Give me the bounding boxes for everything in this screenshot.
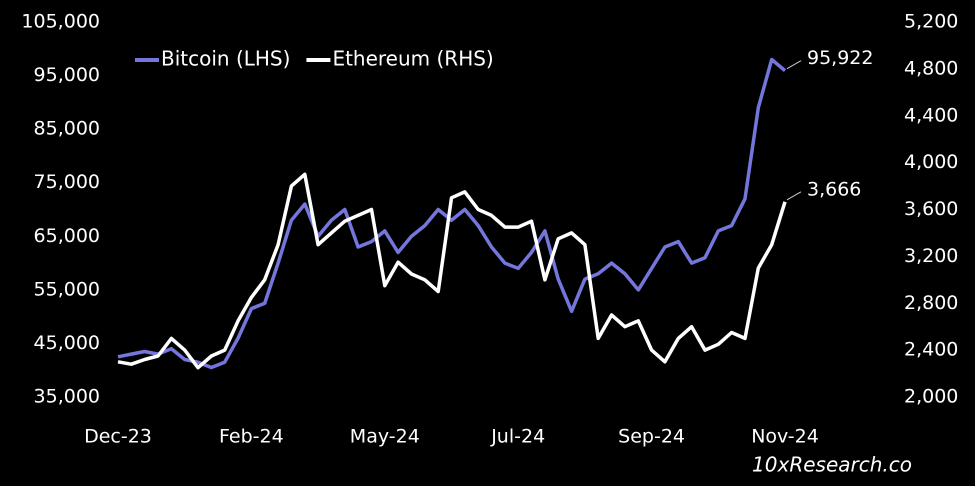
y-tick-label: 75,000 xyxy=(34,171,100,193)
y-tick-label: 95,000 xyxy=(34,64,100,86)
y2-tick-label: 5,200 xyxy=(904,11,958,33)
y-tick-label: 85,000 xyxy=(34,118,100,140)
x-tick-label: Sep-24 xyxy=(618,426,685,448)
legend-label: Bitcoin (LHS) xyxy=(161,47,290,71)
y2-tick-label: 3,600 xyxy=(904,198,958,220)
y-tick-label: 65,000 xyxy=(34,225,100,247)
y-tick-label: 55,000 xyxy=(34,278,100,300)
series-line xyxy=(117,172,787,370)
series-line xyxy=(117,57,787,370)
y-tick-label: 35,000 xyxy=(34,386,100,408)
y-tick-label: 45,000 xyxy=(34,332,100,354)
y2-tick-label: 4,800 xyxy=(904,57,958,79)
legend-label: Ethereum (RHS) xyxy=(332,47,493,71)
y2-tick-label: 4,400 xyxy=(904,104,958,126)
y2-tick-label: 2,400 xyxy=(904,339,958,361)
y2-tick-label: 4,000 xyxy=(904,151,958,173)
x-tick-label: Jul-24 xyxy=(490,426,545,448)
y2-tick-label: 3,200 xyxy=(904,245,958,267)
source: 10xResearch.co xyxy=(752,453,912,477)
data-label: 3,666 xyxy=(807,178,861,200)
x-tick-label: May-24 xyxy=(350,426,420,448)
x-tick-label: Dec-23 xyxy=(84,426,152,448)
label-connector xyxy=(786,191,802,201)
label-connector xyxy=(786,60,802,70)
y2-tick-label: 2,800 xyxy=(904,292,958,314)
y2-tick-label: 2,000 xyxy=(904,386,958,408)
y-tick-label: 105,000 xyxy=(21,11,100,33)
data-label: 95,922 xyxy=(807,47,873,69)
x-tick-label: Feb-24 xyxy=(219,426,284,448)
x-tick-label: Nov-24 xyxy=(751,426,819,448)
